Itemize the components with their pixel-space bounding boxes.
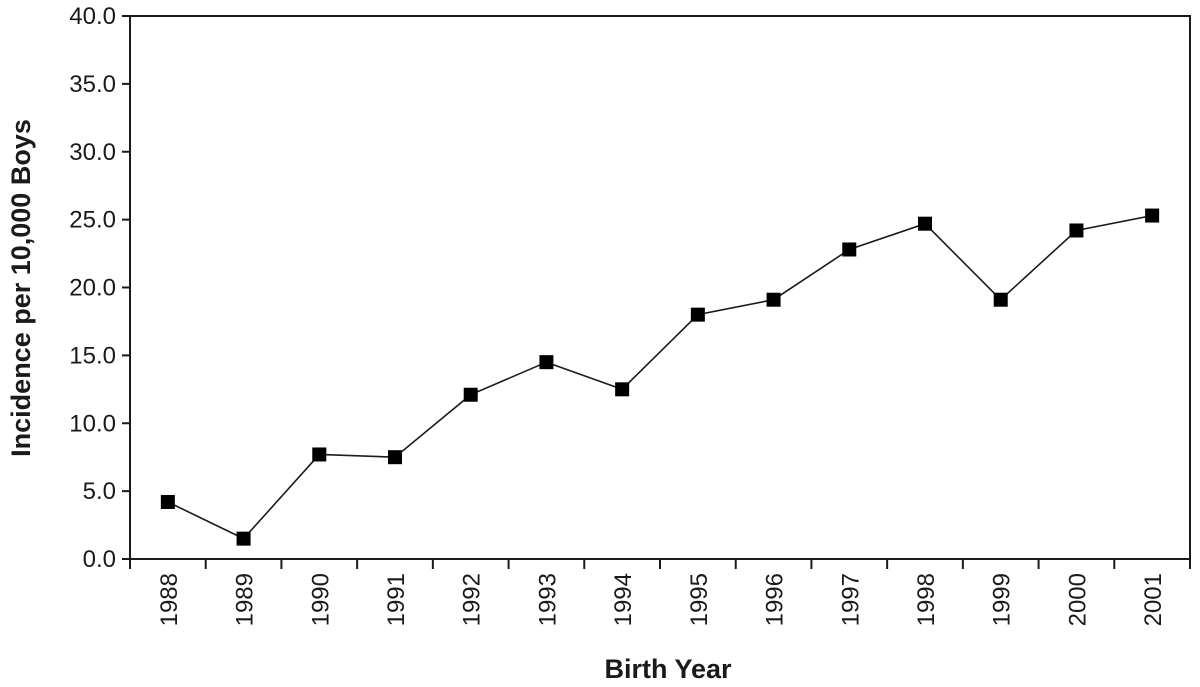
x-tick-label: 1998 xyxy=(913,573,940,626)
x-tick-label: 1991 xyxy=(383,573,410,626)
data-point xyxy=(766,292,781,307)
x-tick-label: 1999 xyxy=(989,573,1016,626)
x-tick-label: 1994 xyxy=(610,573,637,626)
data-point xyxy=(615,382,630,397)
data-point xyxy=(388,450,402,465)
y-tick-label: 10.0 xyxy=(69,410,116,437)
y-tick-label: 40.0 xyxy=(69,3,116,30)
y-tick-label: 0.0 xyxy=(83,546,116,573)
data-point xyxy=(463,387,478,402)
x-tick-label: 1993 xyxy=(534,573,561,626)
y-tick-label: 25.0 xyxy=(69,207,116,234)
x-tick-label: 1997 xyxy=(837,573,864,626)
y-tick-label: 20.0 xyxy=(69,275,116,302)
x-tick-label: 1989 xyxy=(232,573,259,626)
x-axis-title: Birth Year xyxy=(604,654,732,684)
y-tick-label: 5.0 xyxy=(83,478,116,505)
series-line xyxy=(167,214,1153,540)
y-tick-label: 15.0 xyxy=(69,342,116,369)
y-tick-label: 30.0 xyxy=(69,139,116,166)
x-tick-label: 2001 xyxy=(1140,573,1167,626)
data-point xyxy=(160,494,175,509)
data-point xyxy=(993,292,1008,307)
data-point xyxy=(1069,223,1084,238)
x-tick-label: 1992 xyxy=(459,573,486,626)
data-point xyxy=(312,447,327,462)
data-point xyxy=(236,531,251,546)
x-tick-label: 1995 xyxy=(686,573,713,626)
plot-frame xyxy=(129,15,1191,560)
data-point xyxy=(539,355,554,370)
plot-border xyxy=(129,15,1191,560)
y-axis-title: Incidence per 10,000 Boys xyxy=(6,119,36,457)
y-axis-ticks: 0.0 5.0 10.0 15.0 20.0 25.0 30.0 35.0 40.0 xyxy=(69,3,130,573)
series-group xyxy=(160,208,1160,546)
x-tick-label: 2000 xyxy=(1064,573,1091,626)
x-tick-label: 1996 xyxy=(762,573,789,626)
data-point xyxy=(842,242,857,257)
data-point xyxy=(918,216,932,231)
data-point xyxy=(690,307,705,322)
x-tick-label: 1990 xyxy=(307,573,334,626)
x-axis-ticks: 1988 1989 1990 1991 1992 1993 1994 1995 1996 1997… xyxy=(129,559,1191,626)
x-tick-label: 1988 xyxy=(156,573,183,626)
data-point xyxy=(1145,208,1160,223)
y-tick-label: 35.0 xyxy=(69,71,116,98)
